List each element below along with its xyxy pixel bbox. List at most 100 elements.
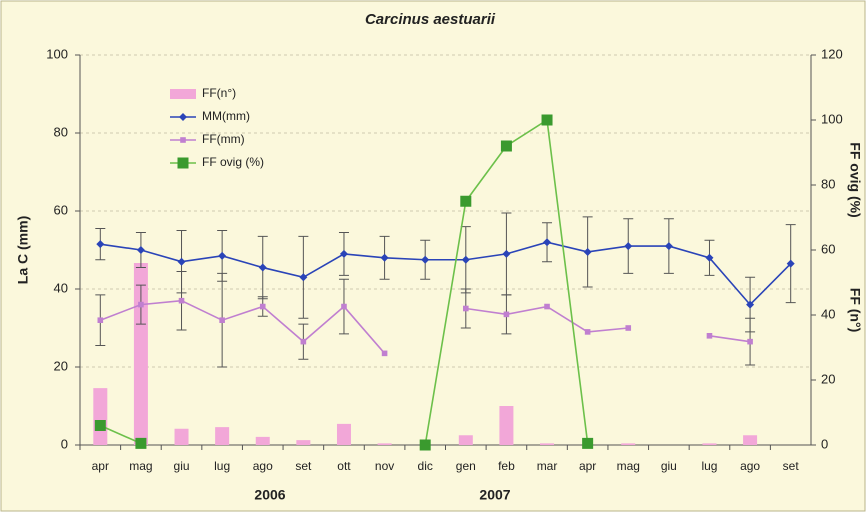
y2-axis-title: FF (n°) [847, 288, 863, 332]
point [544, 303, 550, 310]
point [747, 338, 753, 345]
point [582, 437, 594, 449]
x-tick-label: lug [214, 459, 230, 473]
point [300, 338, 307, 345]
chart-title: Carcinus aestuarii [365, 11, 496, 28]
point [178, 297, 185, 304]
legend-label: FF(n°) [202, 86, 236, 100]
point [460, 195, 472, 207]
point [503, 311, 510, 318]
point [299, 273, 308, 282]
x-tick-label: giu [174, 459, 190, 473]
y2-axis-title: FF ovig (%) [847, 142, 863, 217]
legend-label: FF ovig (%) [202, 155, 264, 169]
point [180, 137, 186, 143]
point [461, 255, 470, 264]
y2-tick-label: 20 [821, 371, 835, 386]
point [380, 253, 389, 262]
point [500, 140, 512, 152]
point [421, 255, 430, 264]
legend-label: FF(mm) [202, 132, 245, 146]
bar [174, 428, 189, 445]
point [705, 253, 714, 262]
y-tick-label: 80 [54, 124, 68, 139]
x-tick-label: nov [375, 459, 394, 473]
x-tick-label: apr [92, 459, 109, 473]
x-tick-label: mar [537, 459, 558, 473]
y2-tick-label: 120 [821, 46, 843, 61]
point [786, 259, 795, 268]
point [624, 242, 633, 251]
y2-tick-label: 100 [821, 111, 843, 126]
point [706, 333, 713, 339]
x-tick-label: mag [617, 459, 640, 473]
bar [702, 443, 717, 445]
y2-tick-label: 40 [821, 306, 835, 321]
x-tick-label: ago [253, 459, 273, 473]
bar [215, 427, 230, 445]
x-tick-label: ott [337, 459, 351, 473]
point [584, 329, 591, 335]
y2-tick-label: 0 [821, 436, 828, 451]
point [583, 247, 592, 256]
point [94, 420, 106, 431]
x-tick-label: lug [701, 459, 717, 473]
point [258, 263, 267, 272]
x-tick-label: set [295, 459, 312, 473]
bar [458, 435, 473, 445]
point [664, 242, 673, 251]
point [179, 113, 187, 121]
point [138, 301, 144, 308]
bar [296, 440, 311, 445]
bar [377, 443, 392, 445]
y-tick-label: 100 [46, 46, 68, 61]
x-tick-label: mag [129, 459, 152, 473]
point [463, 305, 469, 312]
y2-tick-label: 60 [821, 241, 835, 256]
point [177, 157, 189, 169]
point [136, 246, 145, 254]
year-label: 2006 [254, 487, 285, 503]
y-tick-label: 0 [61, 436, 68, 451]
bar [133, 263, 148, 445]
point [502, 249, 511, 258]
point [381, 350, 388, 357]
x-tick-label: giu [661, 459, 677, 473]
point [341, 303, 347, 310]
bar [621, 443, 636, 445]
legend: FF(n°) MM(mm) FF(mm) FF ovig (%) [170, 86, 264, 169]
x-tick-label: dic [418, 459, 433, 473]
point [339, 249, 348, 258]
y2-tick-label: 80 [821, 176, 835, 191]
x-tick-label: apr [579, 459, 596, 473]
x-tick-label: set [783, 459, 800, 473]
point [219, 317, 225, 323]
point [419, 439, 431, 451]
bar [336, 423, 351, 445]
legend-swatch [170, 89, 196, 99]
point [259, 303, 266, 310]
y-axis-title: La C (mm) [15, 216, 31, 284]
legend-label: MM(mm) [202, 109, 250, 123]
x-tick-label: feb [498, 459, 515, 473]
y-tick-label: 60 [54, 202, 68, 217]
x-tick-label: gen [456, 459, 476, 473]
y-tick-label: 40 [54, 280, 68, 295]
bar [93, 388, 108, 445]
year-label: 2007 [479, 487, 510, 503]
point [541, 114, 553, 126]
bar [743, 435, 758, 445]
point [625, 325, 632, 331]
point [96, 240, 105, 249]
point [218, 251, 227, 260]
point [746, 300, 755, 309]
x-tick-label: ago [740, 459, 760, 473]
bar [499, 406, 514, 445]
line [100, 241, 792, 306]
bar [540, 443, 555, 445]
point [543, 238, 552, 247]
y-tick-label: 20 [54, 358, 68, 373]
point [135, 437, 147, 449]
